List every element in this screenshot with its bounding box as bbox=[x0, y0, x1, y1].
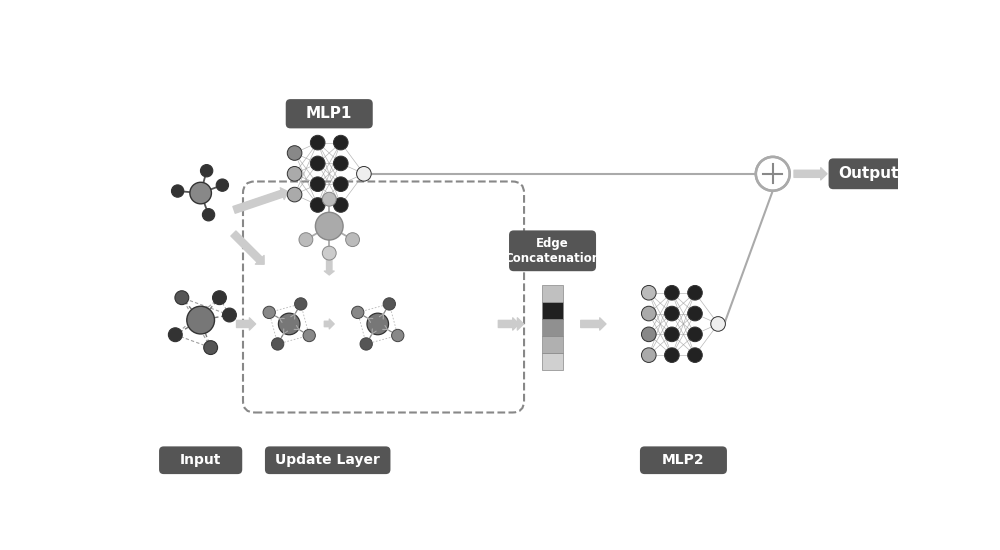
Circle shape bbox=[168, 328, 182, 342]
FancyBboxPatch shape bbox=[509, 230, 596, 271]
Circle shape bbox=[333, 197, 348, 212]
Circle shape bbox=[216, 179, 229, 191]
Circle shape bbox=[641, 306, 656, 321]
Circle shape bbox=[665, 327, 679, 342]
Circle shape bbox=[310, 156, 325, 170]
Circle shape bbox=[310, 197, 325, 212]
Text: MLP2: MLP2 bbox=[662, 453, 705, 468]
Circle shape bbox=[665, 306, 679, 321]
FancyBboxPatch shape bbox=[265, 447, 390, 474]
Bar bbox=[542, 336, 563, 353]
Circle shape bbox=[641, 348, 656, 362]
Circle shape bbox=[287, 187, 302, 202]
Circle shape bbox=[200, 164, 213, 177]
Circle shape bbox=[665, 348, 679, 362]
Circle shape bbox=[287, 167, 302, 181]
Circle shape bbox=[711, 317, 725, 331]
Circle shape bbox=[175, 291, 189, 305]
Circle shape bbox=[187, 306, 215, 334]
Circle shape bbox=[310, 177, 325, 191]
FancyBboxPatch shape bbox=[640, 447, 727, 474]
Circle shape bbox=[360, 338, 372, 350]
Circle shape bbox=[392, 329, 404, 342]
Circle shape bbox=[190, 182, 211, 204]
Circle shape bbox=[641, 327, 656, 342]
Circle shape bbox=[271, 338, 284, 350]
Circle shape bbox=[299, 233, 313, 246]
Circle shape bbox=[263, 306, 275, 318]
FancyBboxPatch shape bbox=[829, 158, 908, 189]
Circle shape bbox=[333, 156, 348, 170]
Circle shape bbox=[315, 212, 343, 240]
Circle shape bbox=[202, 208, 215, 221]
Circle shape bbox=[333, 177, 348, 191]
Circle shape bbox=[357, 167, 371, 181]
Bar bbox=[542, 320, 563, 336]
Circle shape bbox=[383, 298, 395, 310]
Circle shape bbox=[346, 233, 360, 246]
Circle shape bbox=[665, 285, 679, 300]
Circle shape bbox=[223, 308, 236, 322]
Circle shape bbox=[322, 192, 336, 206]
Text: MLP1: MLP1 bbox=[306, 106, 352, 121]
Bar bbox=[542, 285, 563, 302]
Text: Input: Input bbox=[180, 453, 221, 468]
Circle shape bbox=[641, 285, 656, 300]
FancyBboxPatch shape bbox=[286, 99, 373, 128]
Circle shape bbox=[310, 135, 325, 150]
Circle shape bbox=[352, 306, 364, 318]
Circle shape bbox=[322, 246, 336, 260]
Circle shape bbox=[367, 313, 389, 335]
Circle shape bbox=[303, 329, 315, 342]
Circle shape bbox=[688, 306, 702, 321]
FancyBboxPatch shape bbox=[159, 447, 242, 474]
Circle shape bbox=[295, 298, 307, 310]
Text: Output: Output bbox=[838, 166, 898, 182]
Circle shape bbox=[756, 157, 790, 191]
Circle shape bbox=[204, 340, 218, 355]
Circle shape bbox=[287, 146, 302, 161]
Circle shape bbox=[688, 327, 702, 342]
Circle shape bbox=[688, 348, 702, 362]
Circle shape bbox=[213, 291, 226, 305]
Circle shape bbox=[171, 185, 184, 197]
Bar bbox=[542, 302, 563, 320]
Circle shape bbox=[688, 285, 702, 300]
Text: Edge
Concatenation: Edge Concatenation bbox=[504, 237, 601, 265]
Circle shape bbox=[333, 135, 348, 150]
Circle shape bbox=[278, 313, 300, 335]
Bar bbox=[542, 353, 563, 370]
Text: Update Layer: Update Layer bbox=[275, 453, 380, 468]
